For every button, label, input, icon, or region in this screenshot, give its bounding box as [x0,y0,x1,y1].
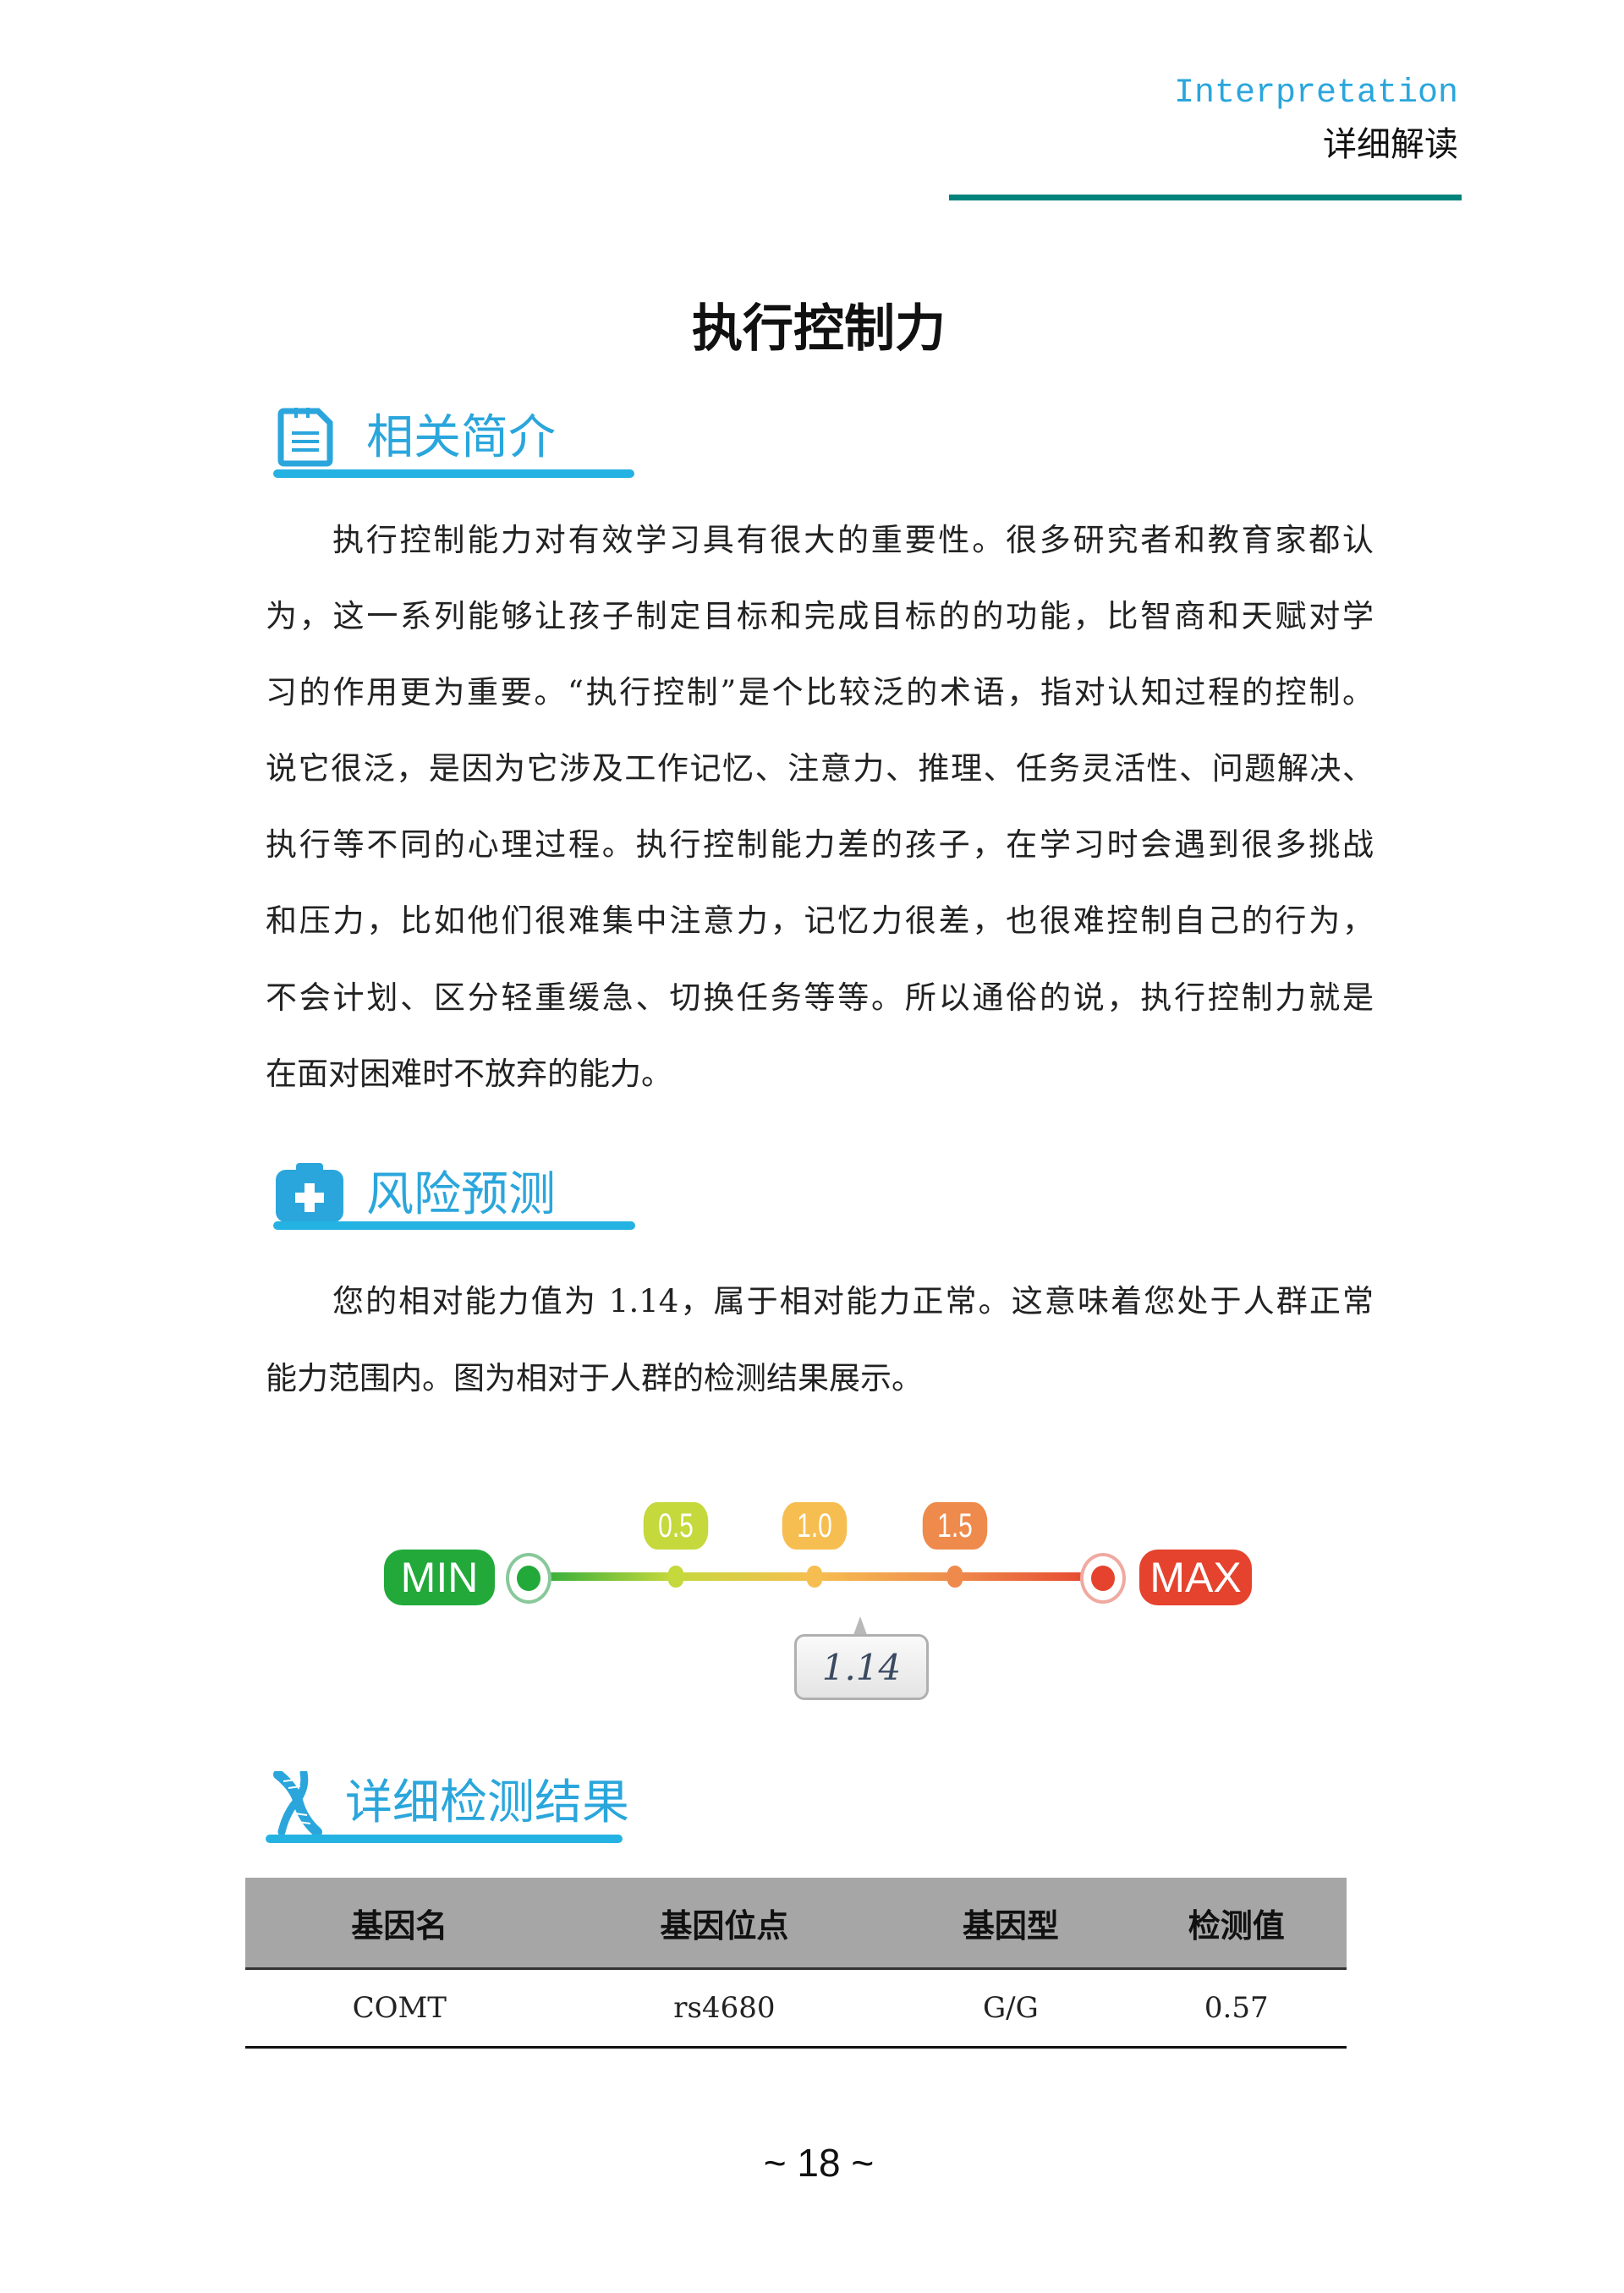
cell-gene: COMT [245,1968,554,2049]
cell-genotype: G/G [895,1968,1127,2049]
cell-locus: rs4680 [553,1968,896,2049]
gauge-tick-dot [668,1566,683,1588]
gauge-min-label: MIN [384,1550,495,1605]
intro-text-line: 说它很泛，是因为它涉及工作记忆、注意力、推理、任务灵活性、问题解决、 [266,750,1374,787]
section-heading-risk: 风险预测 [366,1167,556,1222]
intro-text-line: 执行等不同的心理过程。执行控制能力差的孩子，在学习时会遇到很多挑战 [266,826,1374,863]
results-table: 基因名 基因位点 基因型 检测值 COMT rs4680 G/G 0.57 [245,1878,1347,2049]
header-divider [949,195,1462,200]
intro-text-line: 在面对困难时不放弃的能力。 [266,1056,672,1092]
column-header-genotype: 基因型 [895,1878,1127,1970]
gauge-tick-label: 1.5 [922,1502,988,1550]
gauge-min-ring [506,1553,551,1604]
gauge-tick-dot [947,1566,963,1588]
column-header-locus: 基因位点 [553,1878,896,1970]
gauge-pointer-arrow [853,1616,867,1635]
gauge-tick-dot [807,1566,822,1588]
gauge-value-tooltip: 1.14 [794,1634,929,1700]
gauge-max-label: MAX [1139,1550,1252,1605]
intro-text-line: 和压力，比如他们很难集中注意力，记忆力很差，也很难控制自己的行为， [266,902,1374,939]
medical-kit-icon [276,1163,343,1226]
dna-icon [270,1769,326,1837]
column-header-value: 检测值 [1126,1878,1347,1970]
section-underline [266,1835,623,1843]
gauge-tick-label: 0.5 [643,1502,709,1550]
intro-text-line: 执行控制能力对有效学习具有很大的重要性。很多研究者和教育家都认 [332,522,1374,558]
column-header-gene: 基因名 [245,1878,554,1970]
header-english-label: Interpretation [1173,74,1458,112]
section-underline [273,1221,635,1230]
section-heading-intro: 相关简介 [366,410,556,465]
table-row: COMT rs4680 G/G 0.57 [245,1968,1347,2049]
table-header-row: 基因名 基因位点 基因型 检测值 [245,1878,1347,1970]
page-title: 执行控制力 [692,299,946,359]
risk-text-line: 能力范围内。图为相对于人群的检测结果展示。 [266,1360,923,1396]
document-icon [277,408,333,467]
cell-value: 0.57 [1126,1968,1347,2049]
intro-text-line: 不会计划、区分轻重缓急、切换任务等等。所以通俗的说，执行控制力就是 [266,979,1374,1016]
gauge-max-ring [1080,1553,1126,1604]
intro-text-line: 为，这一系列能够让孩子制定目标和完成目标的的功能，比智商和天赋对学 [266,598,1374,634]
header-chinese-label: 详细解读 [1323,125,1458,164]
intro-text-line: 习的作用更为重要。“执行控制”是个比较泛的术语，指对认知过程的控制。 [266,674,1374,710]
risk-text-line: 您的相对能力值为 1.14，属于相对能力正常。这意味着您处于人群正常 [332,1283,1374,1319]
gauge-tick-label: 1.0 [782,1502,848,1550]
section-underline [273,469,634,478]
section-heading-results: 详细检测结果 [345,1775,629,1830]
page-number: ~ 18 ~ [763,2141,875,2185]
